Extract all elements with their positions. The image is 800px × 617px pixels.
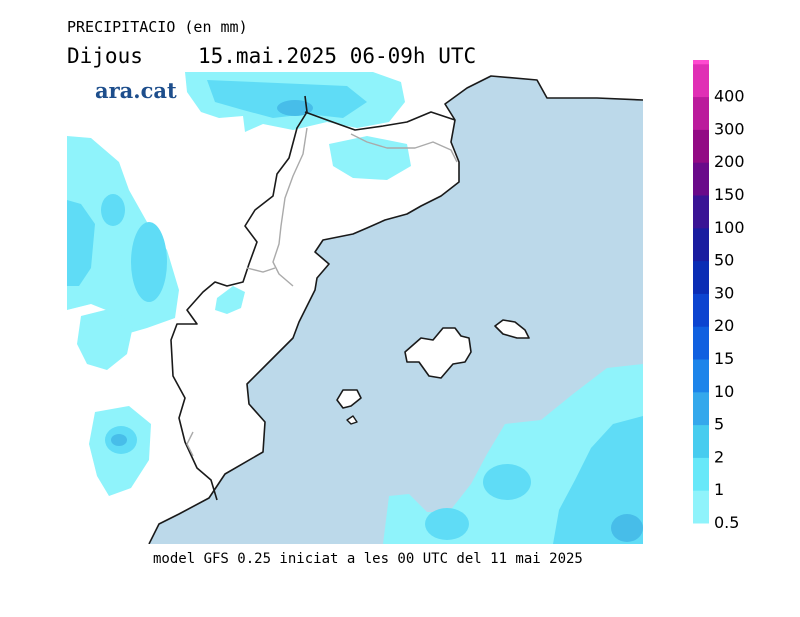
legend-swatch — [693, 96, 709, 130]
precip-area-west-core-3 — [101, 194, 125, 226]
precip-area-southeast-core-3 — [425, 508, 469, 540]
day-label: Dijous — [67, 44, 143, 68]
legend-label: 2 — [714, 447, 724, 466]
pyrenees-border — [304, 111, 456, 131]
precip-area-southeast-max — [611, 514, 643, 542]
date-range-label: 15.mai.2025 06-09h UTC — [198, 44, 477, 68]
legend-label: 200 — [714, 152, 745, 171]
island-ibiza — [336, 389, 362, 409]
legend-swatch — [693, 391, 709, 426]
regional-border-andorra-france — [350, 133, 458, 163]
regional-border-valencia — [186, 431, 194, 457]
map-title: PRECIPITACIO (en mm) — [67, 18, 248, 36]
legend-swatch — [693, 129, 709, 163]
region-outline-west — [170, 95, 308, 501]
precip-area-west-core-2 — [131, 222, 167, 302]
legend-label: 100 — [714, 218, 745, 237]
legend-label: 400 — [714, 87, 745, 106]
precip-area-coast-strip — [215, 286, 245, 314]
legend-label: 15 — [714, 349, 734, 368]
legend-label: 1 — [714, 480, 724, 499]
legend-swatch — [693, 60, 709, 65]
legend-label: 0.5 — [714, 513, 739, 530]
coastline-mainland — [148, 75, 643, 544]
precipitation-shading — [67, 72, 643, 544]
precip-area-west-core — [67, 200, 95, 286]
legend-label: 50 — [714, 251, 734, 270]
precipitation-map — [67, 72, 643, 544]
island-mallorca — [404, 327, 472, 379]
island-formentera — [346, 415, 358, 425]
legend-swatch — [693, 490, 709, 524]
precip-area-north-max — [277, 100, 313, 116]
legend-label: 20 — [714, 316, 734, 335]
legend-swatch — [693, 162, 709, 196]
legend-swatch — [693, 424, 709, 458]
precip-area-southwest-max — [111, 434, 127, 446]
legend-label: 300 — [714, 119, 745, 138]
regional-border-catalonia — [272, 127, 308, 287]
legend-label: 5 — [714, 415, 724, 434]
legend-swatch — [693, 457, 709, 491]
legend-label: 30 — [714, 283, 734, 302]
legend-swatch — [693, 326, 709, 360]
precip-area-north-core — [207, 80, 367, 118]
model-info-note: model GFS 0.25 iniciat a les 00 UTC del … — [153, 551, 583, 567]
precip-area-pyrenees-east — [329, 136, 411, 180]
legend-label: 10 — [714, 382, 734, 401]
legend-swatch — [693, 359, 709, 393]
legend-swatch — [693, 260, 709, 294]
legend-swatch — [693, 63, 709, 98]
precipitation-legend: 0.5 1 2 5 10 15 20 30 50 100 150 200 300 400 — [693, 60, 745, 530]
precip-area-inland — [77, 308, 133, 370]
precip-area-southeast-core — [553, 416, 643, 544]
island-menorca — [494, 319, 530, 339]
legend-swatch — [693, 227, 709, 262]
legend-label: 150 — [714, 185, 745, 204]
regional-border-aragon-south — [246, 267, 276, 273]
precip-area-southeast-core-2 — [483, 464, 531, 500]
legend-swatch — [693, 195, 709, 229]
legend-swatch — [693, 293, 709, 327]
ara-cat-logo: ara.cat — [95, 78, 177, 103]
